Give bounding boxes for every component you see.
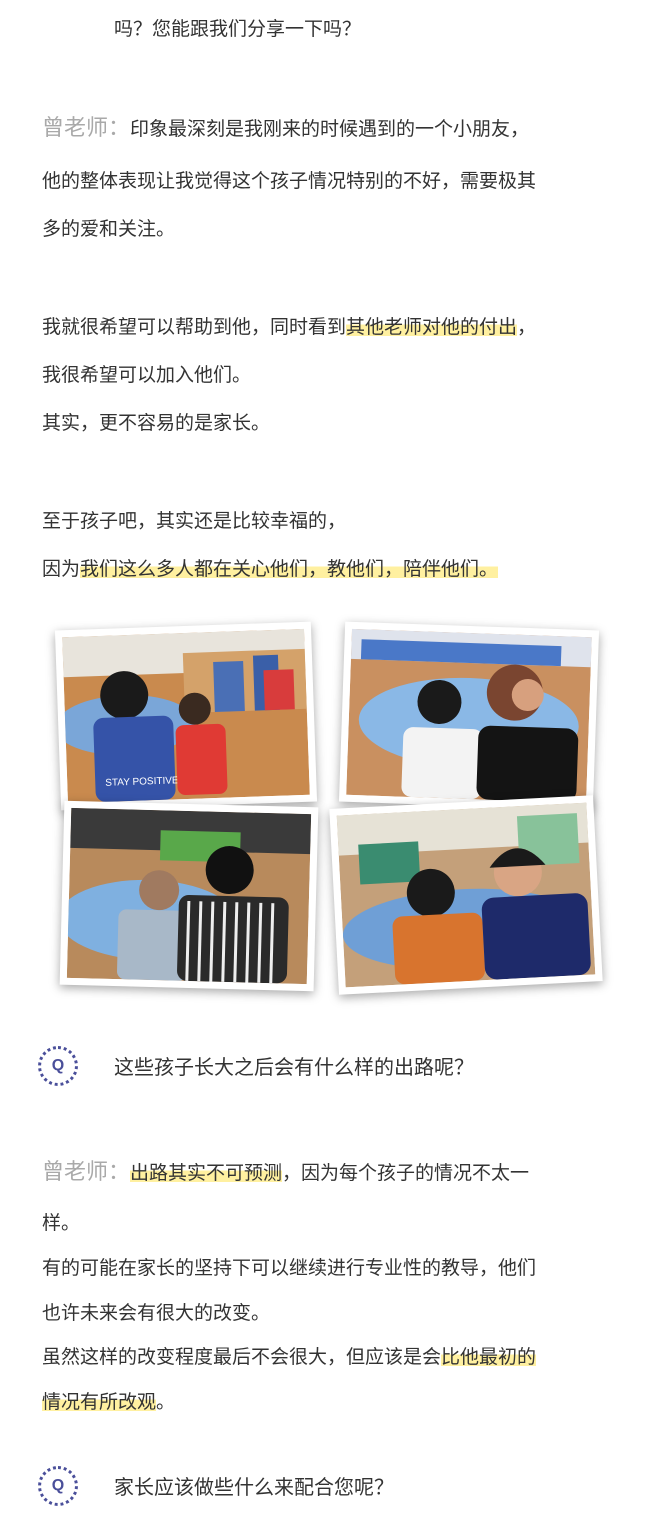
photo-boy-and-teacher bbox=[329, 795, 603, 995]
answer-text: ， bbox=[517, 316, 537, 338]
answer-text: ，因为每个孩子的情况不太一 bbox=[282, 1162, 530, 1184]
answer-text: 虽然这样的改变程度最后不会很大，但应该是会 bbox=[42, 1346, 442, 1368]
answer1-p2-line2: 我很希望可以加入他们。 bbox=[42, 364, 252, 386]
intro-question-tail: 吗？您能跟我们分享一下吗？ bbox=[114, 18, 362, 40]
answer1-p3-line1: 至于孩子吧，其实还是比较幸福的， bbox=[42, 510, 347, 532]
q-badge-letter: Q bbox=[51, 1477, 65, 1494]
photo-striped-teacher bbox=[59, 800, 319, 992]
answer-text: 我就很希望可以帮助到他，同时看到 bbox=[42, 316, 347, 338]
answer2-line3: 有的可能在家长的坚持下可以继续进行专业性的教导，他们 bbox=[42, 1257, 537, 1279]
highlight-text: 其他老师对他的付出 bbox=[346, 316, 518, 338]
answer1-line1: 曾老师：印象最深刻是我刚来的时候遇到的一个小朋友， bbox=[42, 114, 529, 144]
answer2-line5: 虽然这样的改变程度最后不会很大，但应该是会比他最初的 bbox=[42, 1342, 537, 1372]
photo-classroom-boys: STAY POSITIVE bbox=[54, 621, 318, 811]
q-badge-icon: Q bbox=[38, 1046, 78, 1086]
highlight-text: 比他最初的 bbox=[441, 1346, 537, 1368]
answer1-p3-line2: 因为我们这么多人都在关心他们，教他们，陪伴他们。 bbox=[42, 554, 499, 584]
highlight-text: 我们这么多人都在关心他们，教他们，陪伴他们。 bbox=[80, 558, 499, 580]
speaker-label: 曾老师： bbox=[42, 1160, 131, 1185]
highlight-text: 情况有所改观 bbox=[42, 1391, 157, 1413]
question-text: 这些孩子长大之后会有什么样的出路呢？ bbox=[114, 1055, 474, 1079]
question-text: 家长应该做些什么来配合您呢？ bbox=[114, 1475, 394, 1499]
photo-girl-and-mother bbox=[338, 621, 600, 811]
answer-text: 。 bbox=[156, 1391, 176, 1413]
answer-text: 因为 bbox=[42, 558, 81, 580]
q-badge-letter: Q bbox=[51, 1057, 65, 1074]
speaker-label: 曾老师： bbox=[42, 116, 131, 141]
answer2-line2: 样。 bbox=[42, 1212, 81, 1234]
shirt-text: STAY POSITIVE bbox=[105, 775, 179, 789]
answer-text: 印象最深刻是我刚来的时候遇到的一个小朋友， bbox=[130, 118, 530, 140]
highlight-text: 出路其实不可预测 bbox=[130, 1162, 283, 1184]
answer1-line3: 多的爱和关注。 bbox=[42, 218, 176, 240]
q-badge-icon: Q bbox=[38, 1466, 78, 1506]
answer2-line1: 曾老师：出路其实不可预测，因为每个孩子的情况不太一 bbox=[42, 1158, 529, 1188]
answer2-line6: 情况有所改观。 bbox=[42, 1387, 175, 1417]
answer1-line2: 他的整体表现让我觉得这个孩子情况特别的不好，需要极其 bbox=[42, 170, 537, 192]
answer2-line4: 也许未来会有很大的改变。 bbox=[42, 1302, 271, 1324]
answer1-p2-line1: 我就很希望可以帮助到他，同时看到其他老师对他的付出， bbox=[42, 312, 536, 342]
answer1-p2-line3: 其实，更不容易的是家长。 bbox=[42, 412, 271, 434]
